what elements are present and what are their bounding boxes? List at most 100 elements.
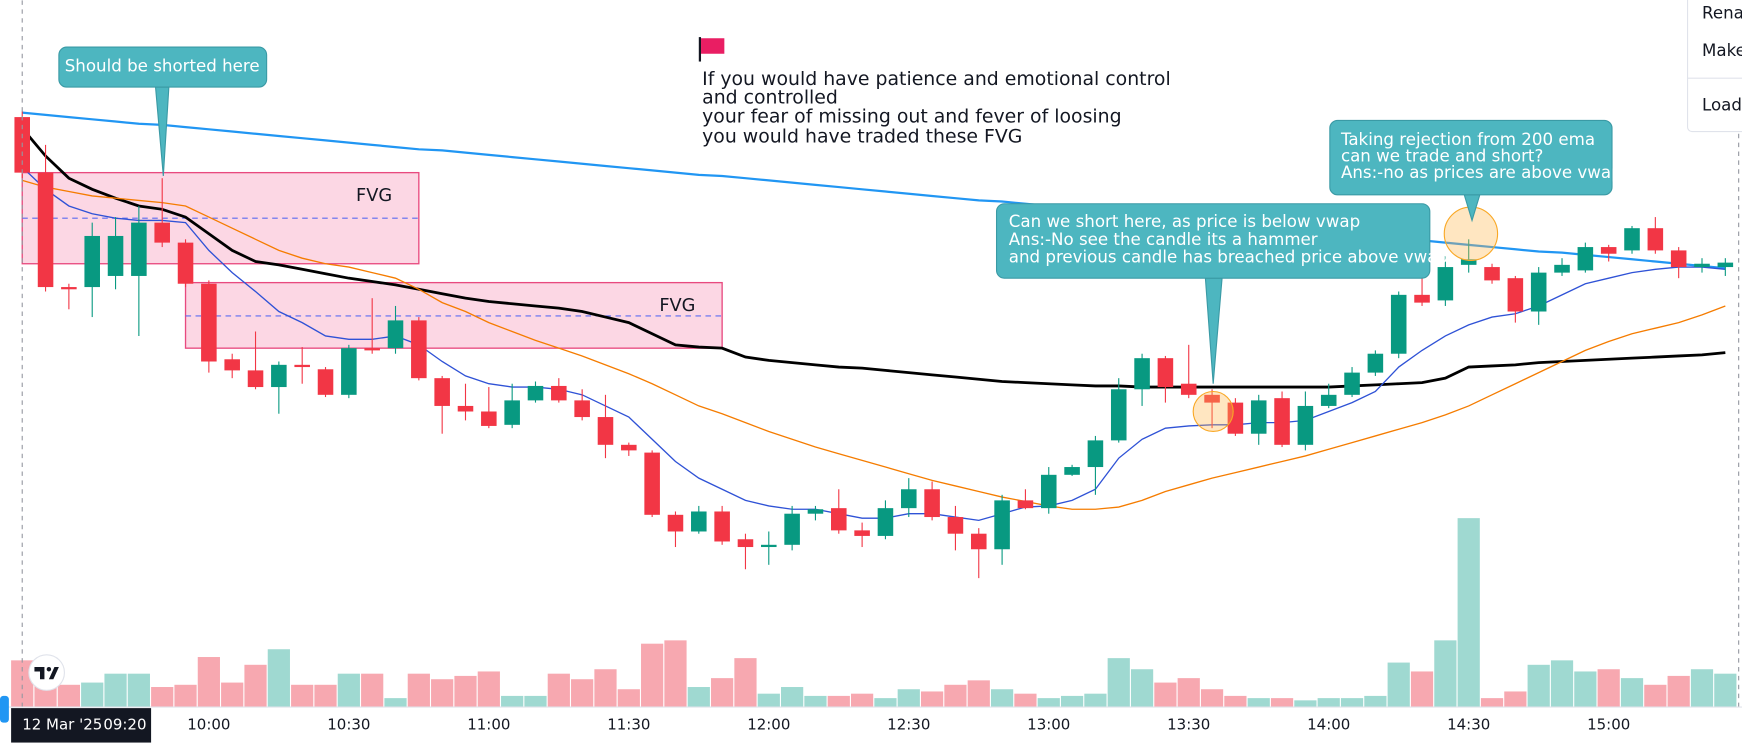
candle-body	[574, 400, 590, 418]
candle-body	[784, 513, 800, 545]
candle-body	[1717, 262, 1734, 268]
volume-bar	[11, 660, 34, 708]
candle-body	[597, 417, 614, 445]
candle-body	[1110, 389, 1127, 441]
volume-bar	[1574, 671, 1597, 708]
menu-item[interactable]: Make	[1702, 41, 1742, 60]
candles	[14, 111, 1734, 579]
volume-bar	[1480, 698, 1504, 708]
callout-text: Can we short here, as price is below vwa…	[1009, 212, 1360, 231]
logo-dot	[46, 667, 52, 672]
volume-bar	[1154, 682, 1177, 708]
volume-bar	[197, 657, 220, 708]
callout: Should be shorted here	[58, 46, 268, 177]
candle-body	[1624, 228, 1640, 251]
candle-body	[667, 514, 684, 532]
indicator-line	[22, 111, 1726, 270]
candle-body	[1274, 398, 1290, 445]
candle-body	[1694, 263, 1710, 268]
x-tick-label: 12:30	[887, 715, 930, 733]
volume-bar	[501, 695, 524, 708]
volume-bar	[1130, 669, 1154, 708]
callout: Can we short here, as price is below vwa…	[995, 203, 1448, 384]
volume-bar	[337, 673, 360, 708]
x-tick-label: 14:00	[1307, 715, 1350, 733]
x-axis-labels: 10:00 10:30 11:00 11:30 12:00 12:30 13:00 13:30…	[187, 715, 1630, 733]
note: If you would have patience and emotional…	[698, 37, 1171, 148]
volume-bar	[57, 684, 80, 708]
menu-item[interactable]: Load	[1702, 95, 1742, 114]
candle-body	[877, 508, 894, 536]
volume-bar	[384, 698, 407, 708]
x-tick-label: 10:00	[187, 715, 230, 733]
candle-body	[271, 364, 287, 388]
volume-bar	[804, 695, 827, 708]
volume-bar	[1364, 695, 1387, 708]
callout-box	[1329, 119, 1613, 196]
candle-body	[201, 283, 217, 362]
candle-body	[1017, 500, 1034, 509]
volume-bar	[547, 673, 570, 708]
volume-bar	[990, 689, 1014, 708]
callout-text: Ans:-no as prices are above vwap	[1341, 163, 1622, 182]
volume-bar	[361, 673, 384, 708]
x-tick-label: 14:30	[1447, 715, 1490, 733]
callout-text: Should be shorted here	[65, 57, 260, 76]
candle-body	[1157, 358, 1174, 388]
volume-bar	[1014, 693, 1037, 708]
callout-box	[58, 46, 268, 88]
volume-bar	[1294, 700, 1317, 708]
candle-body	[457, 405, 474, 412]
volume-bar	[1340, 698, 1364, 708]
candle-body	[1390, 294, 1407, 354]
volume-bar	[1037, 698, 1060, 708]
candle-body	[947, 517, 964, 534]
scroll-tab[interactable]	[0, 695, 9, 723]
candle-body	[691, 511, 707, 532]
candle-body	[1040, 474, 1057, 509]
x-tick-label: 12:00	[747, 715, 790, 733]
fvg-label: FVG	[356, 186, 392, 206]
volume-bar	[524, 695, 547, 708]
volume-bar	[851, 693, 874, 708]
volume-bar	[571, 679, 594, 708]
candle-body	[994, 500, 1010, 550]
candle-body	[1227, 402, 1244, 434]
candle-body	[294, 364, 310, 368]
volume-bar	[1060, 695, 1084, 708]
volume-bar	[1247, 698, 1270, 708]
volume-bar	[1667, 675, 1690, 708]
logo-badge	[28, 654, 65, 691]
candle-body	[551, 385, 567, 401]
flag	[701, 38, 725, 54]
candle-body	[900, 489, 917, 509]
x-tick-label: 11:00	[467, 715, 510, 733]
menu-item[interactable]: Rename	[1702, 3, 1742, 22]
candle-body	[1344, 372, 1360, 395]
volume-bar	[1644, 684, 1667, 708]
volume-bar	[594, 669, 617, 708]
candle-body	[1320, 394, 1337, 406]
volume-bar	[477, 671, 500, 708]
volume-bar	[687, 687, 710, 708]
volume-bar	[781, 687, 804, 708]
volume-bar	[641, 643, 664, 708]
candle-body	[247, 370, 264, 388]
candle-body	[387, 320, 404, 349]
candle-body	[1507, 278, 1524, 312]
volume-bar	[734, 658, 757, 708]
candle-body	[341, 348, 357, 395]
volume-bar	[1550, 660, 1574, 708]
context-menu: Rename Make Load	[1687, 0, 1742, 133]
logo-mark	[34, 667, 59, 680]
candle-body	[177, 242, 194, 284]
candle-body	[1250, 400, 1267, 434]
x-tick-label: 10:30	[327, 715, 370, 733]
volume-bar	[920, 691, 944, 708]
crosshair-date: 12 Mar '25	[22, 715, 102, 733]
volume-bar	[174, 684, 197, 708]
time-axis	[0, 707, 1742, 743]
candle-body	[1670, 250, 1687, 268]
candle-body	[154, 222, 170, 243]
